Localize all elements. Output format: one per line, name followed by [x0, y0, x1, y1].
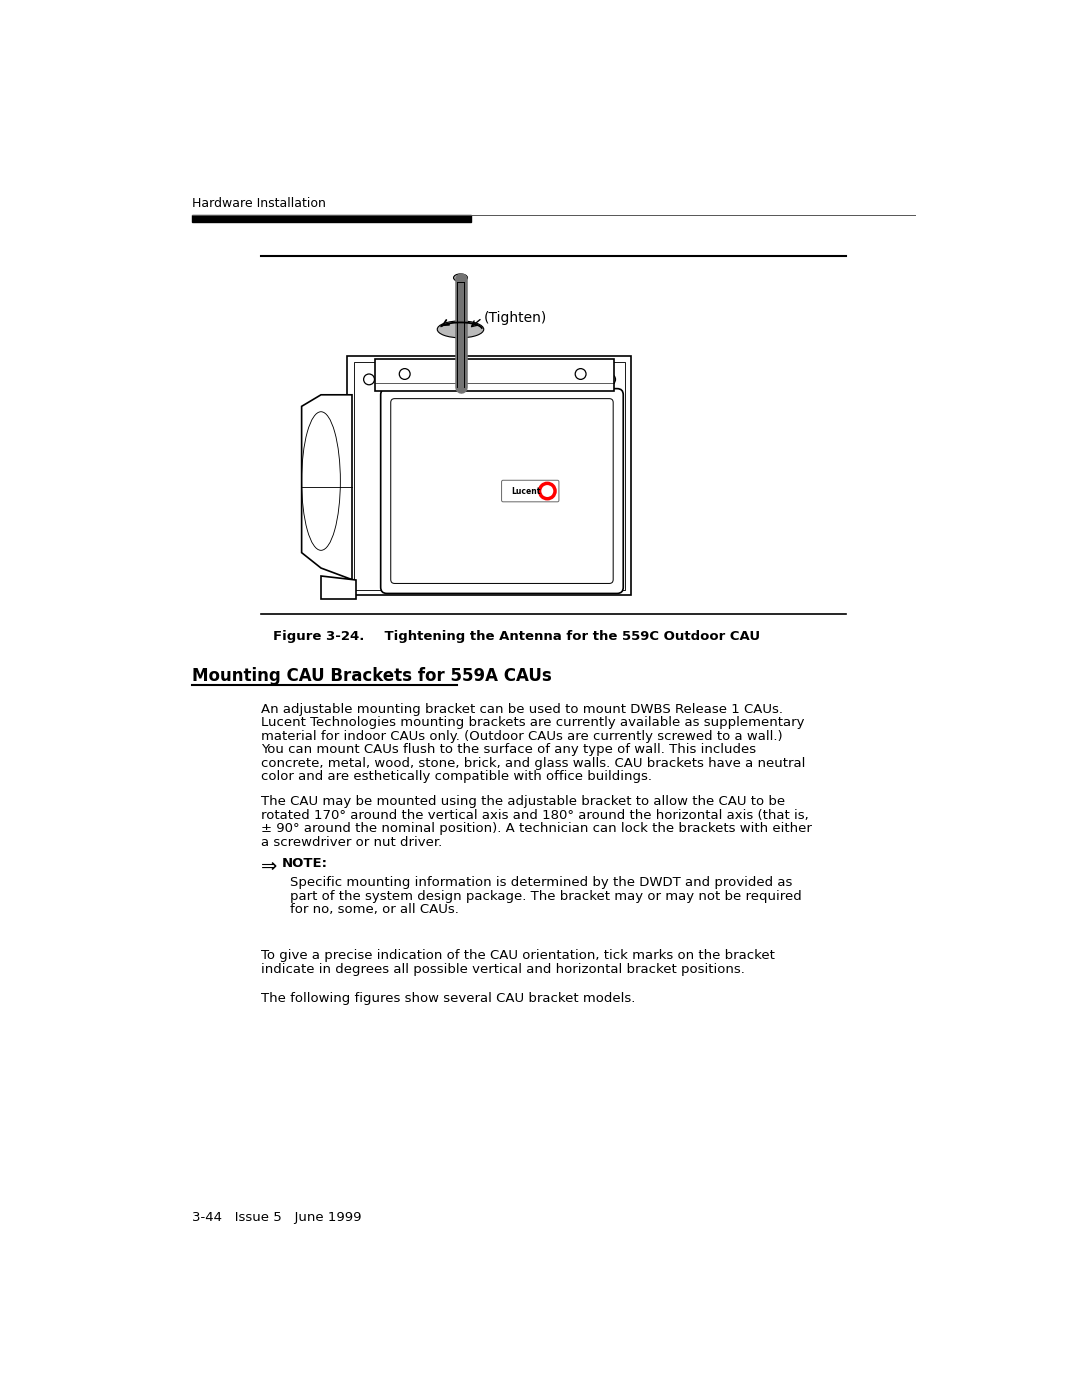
Bar	[191, 215, 471, 222]
Text: a screwdriver or nut driver.: a screwdriver or nut driver.	[261, 835, 443, 848]
Text: ⇒: ⇒	[261, 856, 278, 876]
Text: color and are esthetically compatible with office buildings.: color and are esthetically compatible wi…	[261, 770, 652, 784]
Text: Figure 3-24.: Figure 3-24.	[273, 630, 364, 643]
Text: Hardware Installation: Hardware Installation	[191, 197, 325, 210]
Polygon shape	[347, 356, 631, 595]
Circle shape	[540, 483, 555, 499]
Text: The following figures show several CAU bracket models.: The following figures show several CAU b…	[261, 992, 636, 1004]
Text: To give a precise indication of the CAU orientation, tick marks on the bracket: To give a precise indication of the CAU …	[261, 949, 775, 963]
Text: NOTE:: NOTE:	[282, 856, 327, 870]
Text: Mounting CAU Brackets for 559A CAUs: Mounting CAU Brackets for 559A CAUs	[191, 666, 551, 685]
Text: Lucent Technologies mounting brackets are currently available as supplementary: Lucent Technologies mounting brackets ar…	[261, 717, 805, 729]
Text: concrete, metal, wood, stone, brick, and glass walls. CAU brackets have a neutra: concrete, metal, wood, stone, brick, and…	[261, 757, 806, 770]
FancyBboxPatch shape	[380, 388, 623, 594]
FancyBboxPatch shape	[501, 481, 559, 502]
Text: part of the system design package. The bracket may or may not be required: part of the system design package. The b…	[291, 890, 801, 902]
Text: Tightening the Antenna for the 559C Outdoor CAU: Tightening the Antenna for the 559C Outd…	[366, 630, 760, 643]
Polygon shape	[321, 576, 356, 599]
Text: You can mount CAUs flush to the surface of any type of wall. This includes: You can mount CAUs flush to the surface …	[261, 743, 756, 756]
Ellipse shape	[437, 321, 484, 338]
Text: The CAU may be mounted using the adjustable bracket to allow the CAU to be: The CAU may be mounted using the adjusta…	[261, 795, 785, 809]
Text: material for indoor CAUs only. (Outdoor CAUs are currently screwed to a wall.): material for indoor CAUs only. (Outdoor …	[261, 729, 783, 743]
Polygon shape	[375, 359, 613, 391]
Text: rotated 170° around the vertical axis and 180° around the horizontal axis (that : rotated 170° around the vertical axis an…	[261, 809, 809, 821]
Polygon shape	[301, 395, 352, 580]
Text: Lucent: Lucent	[511, 486, 540, 496]
Text: for no, some, or all CAUs.: for no, some, or all CAUs.	[291, 902, 459, 916]
Text: Specific mounting information is determined by the DWDT and provided as: Specific mounting information is determi…	[291, 876, 793, 888]
Ellipse shape	[454, 274, 468, 282]
Text: indicate in degrees all possible vertical and horizontal bracket positions.: indicate in degrees all possible vertica…	[261, 963, 745, 975]
Text: ± 90° around the nominal position). A technician can lock the brackets with eith: ± 90° around the nominal position). A te…	[261, 823, 812, 835]
Text: An adjustable mounting bracket can be used to mount DWBS Release 1 CAUs.: An adjustable mounting bracket can be us…	[261, 703, 783, 715]
Text: (Tighten): (Tighten)	[484, 310, 546, 324]
Text: 3-44   Issue 5   June 1999: 3-44 Issue 5 June 1999	[191, 1211, 361, 1224]
